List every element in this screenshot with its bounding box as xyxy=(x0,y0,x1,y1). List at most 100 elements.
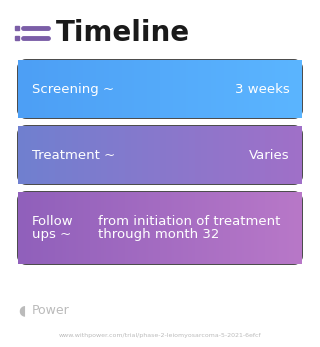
Bar xyxy=(260,126,262,184)
Bar xyxy=(137,60,140,118)
Bar xyxy=(285,126,288,184)
Bar xyxy=(78,60,81,118)
Bar xyxy=(154,126,157,184)
Bar xyxy=(251,192,254,264)
Bar xyxy=(103,60,106,118)
Bar xyxy=(140,126,143,184)
Bar xyxy=(172,60,174,118)
Bar xyxy=(279,192,282,264)
Bar xyxy=(154,192,157,264)
Bar xyxy=(92,60,95,118)
Bar xyxy=(200,126,203,184)
Bar xyxy=(268,126,271,184)
Bar xyxy=(214,60,217,118)
Bar xyxy=(228,192,231,264)
Bar xyxy=(52,192,55,264)
Bar xyxy=(260,192,262,264)
Bar xyxy=(203,192,205,264)
Bar xyxy=(100,126,103,184)
Bar xyxy=(72,126,75,184)
Bar xyxy=(27,126,29,184)
FancyBboxPatch shape xyxy=(18,60,302,118)
Bar xyxy=(115,60,117,118)
Bar xyxy=(132,126,134,184)
Bar xyxy=(163,60,166,118)
Bar xyxy=(225,126,228,184)
Bar xyxy=(100,192,103,264)
Bar xyxy=(126,192,129,264)
Bar xyxy=(129,192,132,264)
Bar xyxy=(217,60,220,118)
Bar xyxy=(109,192,112,264)
Bar xyxy=(262,126,265,184)
Bar xyxy=(132,60,134,118)
Text: Timeline: Timeline xyxy=(56,19,190,47)
Bar xyxy=(18,126,21,184)
Bar xyxy=(49,126,52,184)
Bar xyxy=(251,126,254,184)
Bar xyxy=(157,60,160,118)
Bar xyxy=(188,60,191,118)
Bar xyxy=(248,192,251,264)
Bar xyxy=(60,192,63,264)
Bar xyxy=(282,192,285,264)
Bar xyxy=(274,192,276,264)
Text: Treatment ~: Treatment ~ xyxy=(32,149,115,161)
Bar xyxy=(83,126,86,184)
Bar xyxy=(274,60,276,118)
Bar xyxy=(237,126,239,184)
Bar xyxy=(237,60,239,118)
Bar xyxy=(169,192,172,264)
Bar xyxy=(248,60,251,118)
Bar xyxy=(276,126,279,184)
Bar xyxy=(205,126,208,184)
Bar xyxy=(239,126,242,184)
Bar xyxy=(81,60,83,118)
Bar xyxy=(183,192,186,264)
Bar xyxy=(24,192,27,264)
Bar xyxy=(186,192,188,264)
Text: Follow: Follow xyxy=(32,215,74,228)
Bar xyxy=(163,126,166,184)
Bar xyxy=(237,192,239,264)
Bar xyxy=(239,60,242,118)
Bar xyxy=(21,60,24,118)
Bar xyxy=(134,60,137,118)
Bar xyxy=(177,126,180,184)
Text: ◖: ◖ xyxy=(18,303,25,317)
FancyBboxPatch shape xyxy=(18,192,302,264)
Bar xyxy=(160,60,163,118)
Bar xyxy=(174,60,177,118)
Bar xyxy=(29,60,32,118)
Bar xyxy=(35,60,38,118)
Bar xyxy=(18,192,21,264)
Bar xyxy=(55,192,58,264)
Bar xyxy=(55,60,58,118)
Bar xyxy=(60,60,63,118)
Bar xyxy=(180,192,183,264)
Bar xyxy=(32,60,35,118)
Bar xyxy=(109,126,112,184)
Bar xyxy=(279,60,282,118)
Bar xyxy=(208,192,211,264)
Bar xyxy=(191,60,194,118)
Bar xyxy=(166,60,169,118)
Bar xyxy=(115,126,117,184)
Bar xyxy=(106,192,109,264)
Bar xyxy=(86,126,89,184)
Bar xyxy=(268,60,271,118)
Bar xyxy=(146,126,149,184)
Bar xyxy=(174,126,177,184)
Bar xyxy=(285,192,288,264)
Bar xyxy=(55,126,58,184)
Bar xyxy=(32,126,35,184)
Bar xyxy=(254,60,257,118)
Bar xyxy=(83,60,86,118)
Bar xyxy=(169,126,172,184)
Bar xyxy=(197,60,200,118)
Bar xyxy=(220,60,222,118)
Bar xyxy=(160,192,163,264)
Bar xyxy=(123,126,126,184)
Bar xyxy=(234,126,237,184)
Text: ups ~: ups ~ xyxy=(32,228,71,241)
